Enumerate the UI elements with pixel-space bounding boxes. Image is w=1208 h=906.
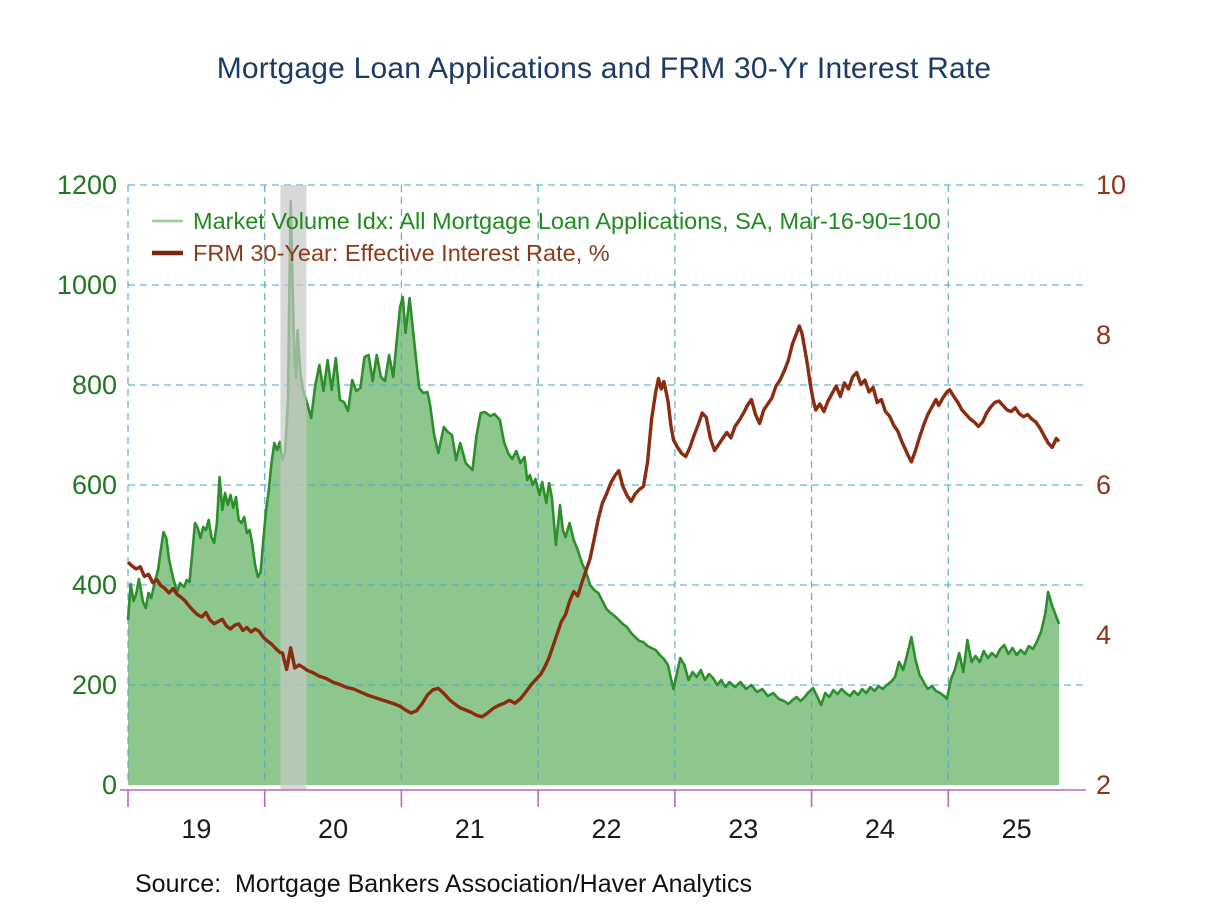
legend-label-volume: Market Volume Idx: All Mortgage Loan App… (193, 208, 941, 234)
rate-line (126, 324, 1061, 719)
right-axis-tick-label: 2 (1096, 770, 1111, 800)
chart-title: Mortgage Loan Applications and FRM 30-Yr… (216, 52, 992, 85)
x-axis-year-label: 19 (181, 814, 211, 844)
x-axis-year-label: 23 (728, 814, 758, 844)
x-axis-year-label: 21 (455, 814, 485, 844)
x-axis-year-label: 25 (1002, 814, 1032, 844)
left-axis-tick-label: 200 (72, 670, 117, 700)
right-axis-tick-label: 6 (1096, 470, 1111, 500)
legend-label-rate: FRM 30-Year: Effective Interest Rate, % (193, 240, 610, 266)
left-axis-tick-label: 0 (102, 770, 117, 800)
left-axis-tick-label: 400 (72, 570, 117, 600)
volume-area-fill (128, 201, 1059, 785)
x-axis-year-label: 24 (865, 814, 895, 844)
right-axis-tick-label: 8 (1096, 320, 1111, 350)
left-axis-tick-label: 1000 (57, 270, 117, 300)
left-axis-tick-label: 600 (72, 470, 117, 500)
recession-band (280, 185, 307, 790)
source-note: Source: Mortgage Bankers Association/Hav… (135, 870, 752, 898)
left-axis-tick-label: 1200 (57, 170, 117, 200)
x-axis-year-label: 20 (318, 814, 348, 844)
right-axis-tick-label: 10 (1096, 170, 1126, 200)
left-axis-tick-label: 800 (72, 370, 117, 400)
volume-line (126, 199, 1061, 707)
x-axis-year-label: 22 (591, 814, 621, 844)
right-axis-tick-label: 4 (1096, 620, 1111, 650)
